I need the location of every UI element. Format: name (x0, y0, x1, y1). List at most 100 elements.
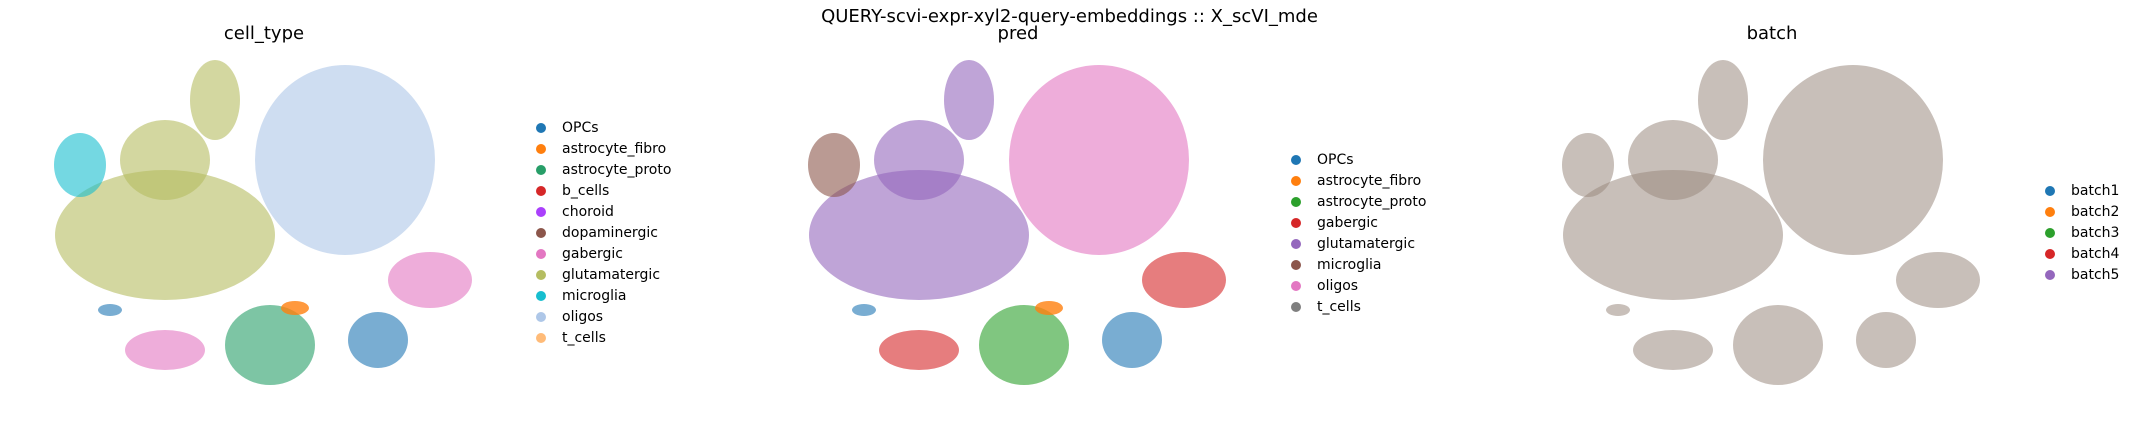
cluster-blob (255, 65, 435, 255)
legend-marker (536, 164, 546, 175)
cluster-blob (225, 305, 315, 385)
cluster-blob (120, 120, 210, 200)
cluster-blob (1896, 252, 1980, 308)
cluster-blob (809, 170, 1029, 300)
legend-marker (1291, 238, 1301, 249)
legend-marker (536, 311, 546, 322)
legend-marker (1291, 175, 1301, 186)
legend-label: batch2 (2071, 203, 2120, 220)
cluster-blob (944, 60, 994, 140)
legend-item: batch5 (2045, 264, 2119, 285)
legend-marker (536, 143, 546, 154)
legend-label: batch5 (2071, 266, 2120, 283)
cluster-blob (879, 330, 959, 370)
cluster-blob (1628, 120, 1718, 200)
legend-item: OPCs (536, 117, 671, 138)
legend-item: choroid (536, 201, 671, 222)
cluster-blob (1102, 312, 1162, 368)
embedding-panel-0 (54, 60, 472, 385)
legend-item: batch4 (2045, 243, 2119, 264)
cluster-blob (281, 301, 309, 315)
cluster-blob (1763, 65, 1943, 255)
legend-label: choroid (562, 203, 614, 220)
legend-item: glutamatergic (1291, 233, 1426, 254)
legend-item: microglia (536, 285, 671, 306)
legend-item: gabergic (536, 243, 671, 264)
legend-label: batch4 (2071, 245, 2120, 262)
legend-marker (2045, 206, 2055, 217)
legend-label: dopaminergic (562, 224, 658, 241)
legend-label: OPCs (1317, 151, 1354, 168)
cluster-blob (54, 133, 106, 197)
legend-label: gabergic (562, 245, 623, 262)
legend-label: glutamatergic (1317, 235, 1416, 252)
embedding-panel-2 (1562, 60, 1980, 385)
legend-label: batch3 (2071, 224, 2120, 241)
legend-label: t_cells (1317, 298, 1361, 315)
legend-label: oligos (562, 308, 604, 325)
cluster-blob (1633, 330, 1713, 370)
legend-marker (2045, 269, 2055, 280)
legend-marker (536, 206, 546, 217)
legend-marker (536, 269, 546, 280)
legend-item: t_cells (536, 327, 671, 348)
legend-item: astrocyte_fibro (536, 138, 671, 159)
legend-item: astrocyte_fibro (1291, 170, 1426, 191)
legend-marker (2045, 185, 2055, 196)
panel-title-batch: batch (1746, 23, 1798, 44)
cluster-blob (55, 170, 275, 300)
legend-label: batch1 (2071, 182, 2120, 199)
legend-marker (1291, 280, 1301, 291)
legend-item: astrocyte_proto (1291, 191, 1426, 212)
cluster-blob (98, 304, 122, 316)
cluster-blob (1606, 304, 1630, 316)
legend-label: astrocyte_proto (562, 161, 672, 178)
legend-marker (2045, 248, 2055, 259)
legend-marker (2045, 227, 2055, 238)
panel-title-cell-type: cell_type (223, 23, 305, 44)
legend-item: t_cells (1291, 296, 1426, 317)
legend-item: batch3 (2045, 222, 2119, 243)
legend-label: astrocyte_proto (1317, 193, 1427, 210)
legend-marker (1291, 301, 1301, 312)
figure-suptitle: QUERY-scvi-expr-xyl2-query-embeddings ::… (821, 6, 1318, 27)
cluster-blob (388, 252, 472, 308)
cluster-blob (808, 133, 860, 197)
cluster-blob (1142, 252, 1226, 308)
legend-marker (1291, 217, 1301, 228)
legend-item: dopaminergic (536, 222, 671, 243)
legend-marker (1291, 154, 1301, 165)
cluster-blob (348, 312, 408, 368)
cluster-blob (190, 60, 240, 140)
cluster-blob (1009, 65, 1189, 255)
legend-marker (536, 290, 546, 301)
legend-label: glutamatergic (562, 266, 661, 283)
legend-marker (1291, 259, 1301, 270)
legend-cell-type: OPCs astrocyte_fibro astrocyte_proto b_cell… (536, 117, 671, 348)
embedding-panel-1 (808, 60, 1226, 385)
legend-item: glutamatergic (536, 264, 671, 285)
legend-label: microglia (562, 287, 627, 304)
legend-marker (536, 185, 546, 196)
legend-label: astrocyte_fibro (1317, 172, 1422, 189)
legend-item: astrocyte_proto (536, 159, 671, 180)
cluster-blob (1035, 301, 1063, 315)
legend-marker (1291, 196, 1301, 207)
legend-marker (536, 122, 546, 133)
panel-title-pred: pred (997, 23, 1039, 44)
cluster-blob (1856, 312, 1916, 368)
legend-item: gabergic (1291, 212, 1426, 233)
legend-item: batch1 (2045, 180, 2119, 201)
legend-marker (536, 332, 546, 343)
cluster-blob (125, 330, 205, 370)
legend-item: batch2 (2045, 201, 2119, 222)
legend-marker (536, 227, 546, 238)
legend-item: microglia (1291, 254, 1426, 275)
legend-label: t_cells (562, 329, 606, 346)
legend-batch: batch1 batch2 batch3 batch4 batch5 (2045, 180, 2119, 285)
cluster-blob (979, 305, 1069, 385)
cluster-blob (1562, 133, 1614, 197)
legend-item: OPCs (1291, 149, 1426, 170)
